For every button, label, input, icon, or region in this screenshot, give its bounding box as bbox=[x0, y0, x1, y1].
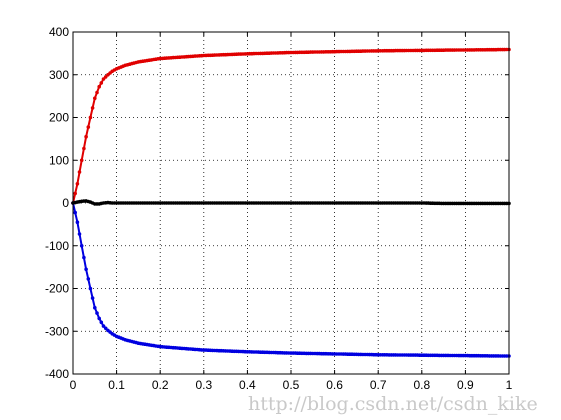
watermark: http://blog.csdn.net/csdn_kike bbox=[248, 393, 538, 415]
y-tick-label: -300 bbox=[45, 324, 69, 338]
x-tick-label: 0.8 bbox=[413, 378, 430, 392]
y-tick-label: 200 bbox=[49, 111, 69, 125]
data-marker bbox=[97, 84, 101, 89]
data-marker bbox=[75, 220, 80, 224]
data-marker bbox=[84, 134, 88, 139]
data-marker bbox=[97, 316, 101, 321]
series-2 bbox=[71, 199, 511, 206]
y-axis-tick-labels: -400 -300 -200 -100 0 100 200 300 400 bbox=[45, 25, 69, 381]
y-tick-label: -100 bbox=[45, 239, 69, 253]
data-marker bbox=[95, 311, 99, 315]
data-marker bbox=[90, 296, 95, 300]
data-marker bbox=[88, 286, 93, 291]
data-marker bbox=[79, 158, 84, 163]
y-tick-label: 0 bbox=[62, 196, 69, 210]
data-marker bbox=[88, 115, 93, 120]
x-axis-tick-labels: 0 0.1 0.2 0.3 0.4 0.5 0.6 0.7 0.8 0.9 1 bbox=[70, 378, 513, 392]
data-marker bbox=[95, 90, 99, 95]
data-marker bbox=[93, 96, 97, 101]
x-tick-label: 0.9 bbox=[457, 378, 474, 392]
y-tick-label: -400 bbox=[45, 367, 69, 381]
y-tick-label: 300 bbox=[49, 68, 69, 82]
data-marker bbox=[73, 191, 77, 196]
x-tick-label: 0 bbox=[70, 378, 77, 392]
x-tick-label: 0.6 bbox=[326, 378, 343, 392]
x-tick-label: 0.3 bbox=[195, 378, 212, 392]
data-marker bbox=[90, 106, 95, 110]
x-tick-label: 0.4 bbox=[239, 378, 256, 392]
x-tick-label: 0.1 bbox=[108, 378, 125, 392]
data-marker bbox=[101, 324, 106, 328]
data-series bbox=[71, 47, 511, 358]
series-1 bbox=[71, 201, 511, 358]
data-marker bbox=[86, 277, 91, 281]
data-marker bbox=[82, 255, 86, 260]
data-marker bbox=[93, 305, 97, 310]
data-marker bbox=[75, 182, 80, 186]
y-tick-label: -200 bbox=[45, 282, 69, 296]
data-marker bbox=[86, 125, 91, 129]
x-tick-label: 0.7 bbox=[370, 378, 387, 392]
data-marker bbox=[99, 81, 104, 85]
x-tick-label: 1 bbox=[506, 378, 513, 392]
x-tick-label: 0.2 bbox=[152, 378, 169, 392]
x-tick-label: 0.5 bbox=[283, 378, 300, 392]
data-marker bbox=[84, 267, 88, 272]
data-marker bbox=[82, 146, 86, 151]
series-0 bbox=[71, 47, 511, 205]
y-tick-label: 100 bbox=[49, 153, 69, 167]
data-marker bbox=[77, 170, 82, 174]
data-marker bbox=[99, 320, 104, 325]
data-marker bbox=[73, 210, 77, 215]
axes-box bbox=[72, 31, 510, 375]
data-marker bbox=[77, 232, 82, 236]
data-marker bbox=[79, 244, 84, 248]
y-tick-label: 400 bbox=[49, 25, 69, 39]
